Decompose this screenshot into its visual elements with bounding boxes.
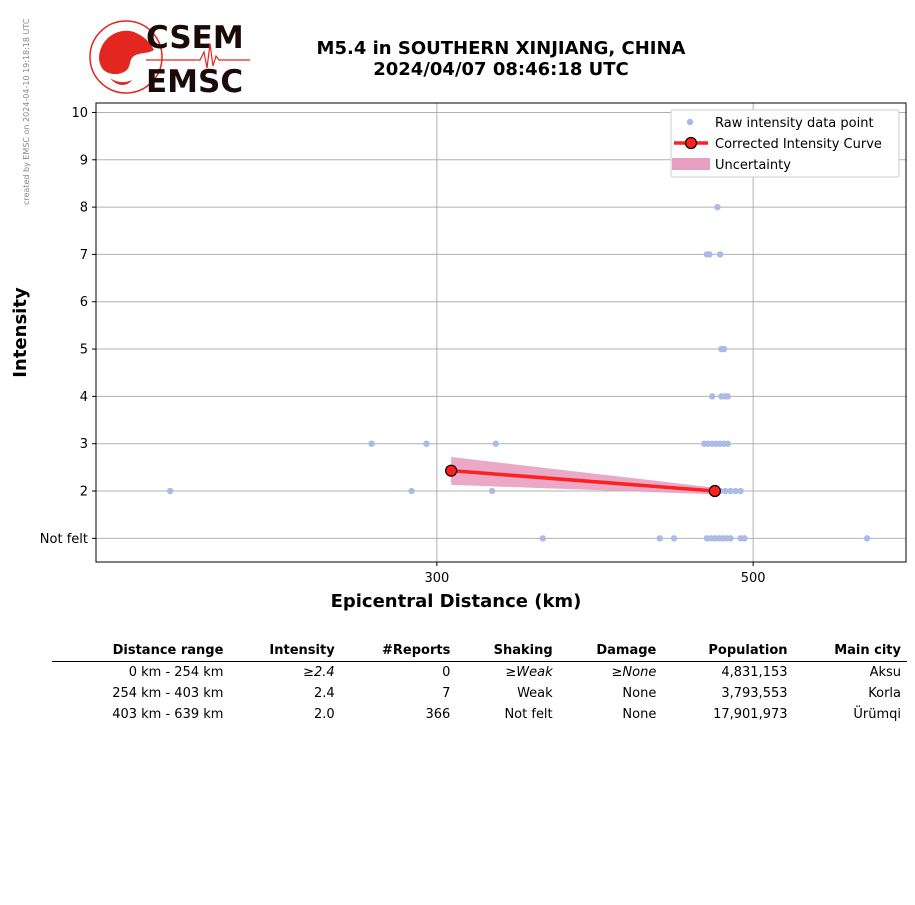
legend-box: [670, 109, 900, 178]
page-title: M5.4 in SOUTHERN XINJIANG, CHINA 2024/04…: [260, 38, 742, 80]
raw-data-point: [732, 487, 739, 495]
table-cell: ≥2.4: [303, 665, 335, 680]
table-cell: 366: [425, 707, 451, 722]
raw-data-point: [670, 535, 678, 542]
table-header-cell: Population: [662, 640, 794, 662]
y-tick-label: 8: [80, 201, 88, 216]
y-tick-label: 4: [80, 390, 88, 405]
y-tick-label: 7: [80, 248, 88, 263]
corrected-intensity-curve: [451, 468, 715, 493]
table-cell: None: [622, 707, 657, 722]
title-event: M5.4 in SOUTHERN XINJIANG, CHINA: [316, 38, 686, 59]
table-header-cell: Distance range: [52, 640, 230, 662]
table-header-cell: Shaking: [456, 640, 559, 662]
legend-entry: Corrected Intensity Curve: [715, 137, 882, 152]
table-cell: None: [622, 686, 657, 701]
table-cell: 7: [442, 686, 451, 701]
y-tick-label: 9: [80, 153, 88, 168]
table-cell: 0 km - 254 km: [128, 665, 224, 680]
raw-data-point: [492, 440, 500, 447]
table-cell: Not felt: [504, 707, 553, 722]
legend-uncertainty-swatch: [672, 158, 710, 170]
table-header-cell: Intensity: [229, 640, 341, 662]
raw-data-point: [727, 535, 734, 542]
summary-table: Distance range Intensity #Reports Shaking Da…: [52, 640, 907, 725]
legend-entry: Uncertainty: [715, 158, 791, 173]
raw-data-point: [408, 487, 415, 495]
table-cell: ≥None: [611, 665, 657, 680]
curve-marker: [708, 484, 721, 498]
table-cell: Ürümqi: [853, 707, 901, 722]
raw-data-point: [724, 440, 732, 447]
logo-line-1: CSEM: [146, 20, 244, 56]
table-header-cell: Damage: [558, 640, 663, 662]
raw-data-point: [539, 535, 547, 542]
table-cell: 4,831,153: [721, 665, 788, 680]
y-tick-label: 2: [80, 485, 88, 500]
globe-icon: [89, 20, 163, 94]
legend-curve-marker: [684, 136, 698, 150]
y-tick-label: 10: [71, 106, 88, 121]
table-header-row: Distance range Intensity #Reports Shaking Da…: [52, 640, 907, 662]
y-tick-label: 3: [80, 437, 88, 452]
raw-data-point: [720, 345, 728, 353]
y-axis-label: Intensity: [10, 287, 31, 378]
table-cell: 2.4: [314, 686, 335, 701]
seismogram-icon: [146, 43, 250, 69]
table-cell: 403 km - 639 km: [112, 707, 224, 722]
raw-data-point: [722, 487, 729, 495]
table-cell: Weak: [517, 686, 553, 701]
raw-data-point: [724, 393, 732, 400]
csem-emsc-logo: CSEM EMSC: [88, 16, 258, 100]
table-header-cell: #Reports: [340, 640, 457, 662]
summary-table-container: Distance range Intensity #Reports Shaking Da…: [52, 640, 907, 725]
table-cell: 2.0: [314, 707, 335, 722]
legend-entry: Raw intensity data point: [715, 116, 874, 131]
y-tick-label: 5: [80, 343, 88, 358]
raw-data-point: [368, 440, 375, 447]
table-cell: 254 km - 403 km: [112, 686, 224, 701]
legend: Raw intensity data point Corrected Intens…: [670, 109, 900, 178]
raw-data-point: [488, 487, 496, 495]
raw-data-point: [656, 535, 663, 542]
raw-data-point: [423, 440, 430, 447]
raw-data-point: [714, 203, 721, 211]
table-cell: Korla: [868, 686, 901, 701]
raw-data-point: [863, 535, 871, 542]
x-tick-label: 500: [741, 571, 766, 586]
y-tick-label: Not felt: [40, 532, 88, 547]
logo-line-2: EMSC: [146, 64, 243, 98]
table-cell: 17,901,973: [713, 707, 788, 722]
title-datetime: 2024/04/07 08:46:18 UTC: [373, 59, 629, 80]
table-cell: 0: [442, 665, 451, 680]
raw-data-point: [706, 251, 713, 258]
y-tick-label: 6: [80, 295, 88, 310]
raw-data-point: [737, 487, 744, 495]
raw-data-point: [741, 535, 748, 542]
table-body: 0 km - 254 km ≥2.4 0 ≥Weak ≥None 4,831,153 Aks…: [52, 662, 907, 726]
table-row: 254 km - 403 km 2.4 7 Weak None 3,793,553 Korl…: [52, 683, 907, 704]
intensity-chart: Not felt 2 3 4 5 6 7 8 9 10 300 500 Epicentral Dista…: [10, 102, 907, 612]
x-tick-label: 300: [424, 571, 449, 586]
table-row: 403 km - 639 km 2.0 366 Not felt None 17,901,…: [52, 704, 907, 725]
raw-data-point: [708, 393, 716, 400]
plot-frame: [95, 102, 907, 563]
legend-raw-marker: [686, 118, 694, 126]
table-cell: 3,793,553: [721, 686, 788, 701]
table-cell: ≥Weak: [505, 665, 553, 680]
table-row: 0 km - 254 km ≥2.4 0 ≥Weak ≥None 4,831,153 Aks…: [52, 662, 907, 684]
table-header-cell: Main city: [793, 640, 907, 662]
raw-data-point: [727, 487, 734, 495]
curve-marker: [445, 464, 458, 477]
table-cell: Aksu: [869, 665, 901, 680]
raw-data-point: [716, 251, 724, 258]
raw-data-point: [166, 487, 174, 495]
x-axis-label: Epicentral Distance (km): [331, 591, 582, 612]
map-continents-icon: [99, 30, 154, 75]
